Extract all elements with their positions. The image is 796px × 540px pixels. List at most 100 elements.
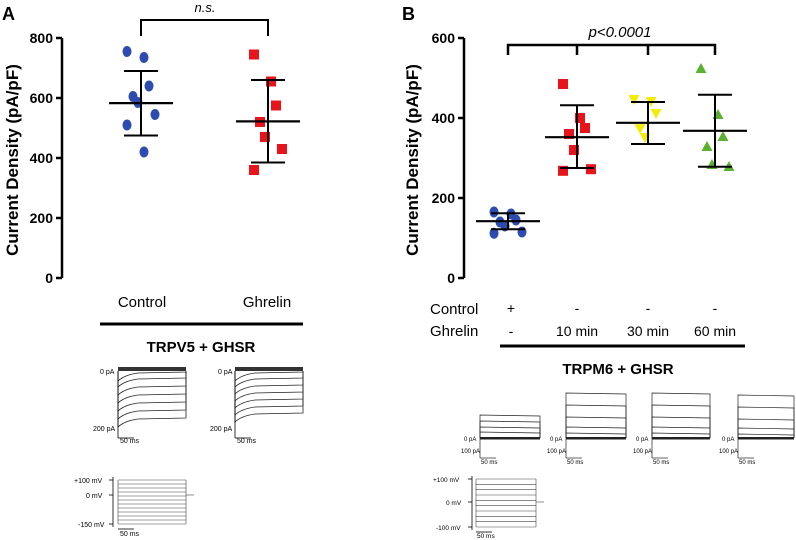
data-point: [517, 226, 527, 238]
data-point: [260, 132, 270, 142]
trace-amp-label: 200 pA: [93, 426, 116, 433]
data-point: [717, 131, 729, 141]
panel-a-voltage-protocol: +100 mV 0 mV -150 mV 50 ms: [74, 477, 194, 538]
current-trace: [117, 371, 187, 396]
panel-a-ytick-label: 800: [30, 30, 54, 46]
data-point: [489, 206, 499, 218]
panel-b-label: B: [402, 4, 415, 24]
current-trace: [234, 371, 304, 388]
panel-b-ytick-label: 400: [432, 110, 456, 126]
data-point: [249, 49, 259, 60]
data-point: [489, 227, 499, 239]
current-trace: [234, 371, 304, 382]
current-trace: [651, 432, 711, 438]
panel-b-ylabel: Current Density (pA/pF): [403, 64, 422, 256]
trace-amp-label: 100 pA: [547, 449, 566, 455]
trace-amp-label: 200 pA: [210, 426, 233, 433]
trace-baseline: [235, 367, 303, 371]
current-trace: [479, 420, 541, 438]
current-trace: [651, 392, 711, 438]
protocol-top-label: +100 mV: [433, 477, 460, 484]
trace-lines: [117, 371, 187, 428]
condition-cell: -: [509, 323, 514, 339]
current-trace: [117, 371, 187, 388]
panel-b-series-1: [545, 79, 609, 176]
protocol-steps: [117, 479, 194, 525]
condition-cell: 10 min: [556, 323, 598, 339]
data-point: [575, 113, 585, 123]
panel-a-construct-label: TRPV5 + GHSR: [147, 339, 256, 356]
current-trace: [737, 433, 795, 438]
trace-amp-label: 100 pA: [633, 449, 652, 455]
panel-a-series-1: [236, 49, 300, 175]
panel-a-significance: n.s.: [195, 0, 216, 15]
trace-baseline: [566, 437, 626, 440]
data-point: [558, 165, 568, 176]
data-point: [144, 80, 154, 92]
panel-b-voltage-protocol: +100 mV 0 mV -100 mV 50 ms: [433, 476, 544, 540]
data-point: [150, 109, 160, 120]
condition-cell: 30 min: [627, 323, 669, 339]
panel-a-ylabel: Current Density (pA/pF): [3, 64, 22, 256]
panel-a-ytick-label: 0: [45, 270, 53, 286]
condition-cell: +: [507, 300, 515, 316]
current-trace: [117, 371, 187, 428]
current-trace: [234, 371, 304, 395]
panel-a-plot: [109, 46, 300, 175]
data-point: [558, 79, 568, 89]
panel-b-significance-bracket: [506, 43, 717, 55]
data-point: [266, 76, 276, 87]
current-trace: [479, 431, 541, 438]
condition-table: + - - - - 10 min 30 min 60 min: [507, 300, 736, 339]
protocol-mid-label: 0 mV: [86, 493, 103, 500]
panel-b-y-axis: 0 200 400 600: [432, 30, 466, 286]
panel-a-trace-control: 0 pA 200 pA 50 ms: [93, 367, 187, 445]
current-trace: [737, 406, 795, 438]
data-point: [695, 63, 707, 73]
data-point: [139, 52, 149, 63]
trace-time-label: 50 ms: [120, 438, 140, 445]
condition-cell: -: [713, 300, 718, 316]
data-point: [122, 46, 132, 57]
panel-b-ytick-label: 200: [432, 190, 456, 206]
data-point: [277, 144, 287, 154]
protocol-bottom-label: -100 mV: [436, 525, 461, 532]
trace-zero-label: 0 pA: [550, 437, 562, 443]
data-point: [650, 109, 662, 119]
current-trace: [565, 426, 627, 438]
trace-zero-label: 0 pA: [218, 369, 233, 376]
current-trace: [117, 371, 187, 382]
current-trace: [565, 432, 627, 438]
trace-amp-label: 100 pA: [461, 449, 480, 455]
panel-b-plot: [476, 63, 747, 239]
trace-time-label: 50 ms: [481, 460, 497, 466]
trace-amp-label: 100 pA: [719, 449, 738, 455]
data-point: [628, 95, 640, 105]
condition-cell: 60 min: [694, 323, 736, 339]
trace-zero-label: 0 pA: [722, 437, 734, 443]
trace-zero-label: 0 pA: [636, 437, 648, 443]
protocol-top-label: +100 mV: [74, 478, 103, 485]
panel-b-ytick-label: 600: [432, 30, 456, 46]
panel-a-ytick-label: 400: [30, 150, 54, 166]
protocol-time-label: 50 ms: [477, 533, 495, 540]
data-point: [249, 165, 259, 175]
panel-a-series-0: [109, 46, 173, 158]
trace-lines: [234, 371, 304, 423]
trace-time-label: 50 ms: [739, 460, 755, 466]
panel-a-significance-bracket: [140, 19, 269, 36]
panel-a-trace-ghrelin: 0 pA 200 pA 50 ms: [210, 367, 304, 445]
row-label-ghrelin: Ghrelin: [430, 323, 478, 340]
current-trace: [651, 426, 711, 438]
current-trace: [479, 414, 541, 438]
data-point: [586, 164, 596, 175]
panel-a-category-ghrelin: Ghrelin: [243, 294, 291, 311]
data-point: [580, 123, 590, 133]
protocol-steps: [475, 478, 544, 528]
trace-time-label: 50 ms: [237, 438, 257, 445]
data-point: [511, 214, 521, 226]
